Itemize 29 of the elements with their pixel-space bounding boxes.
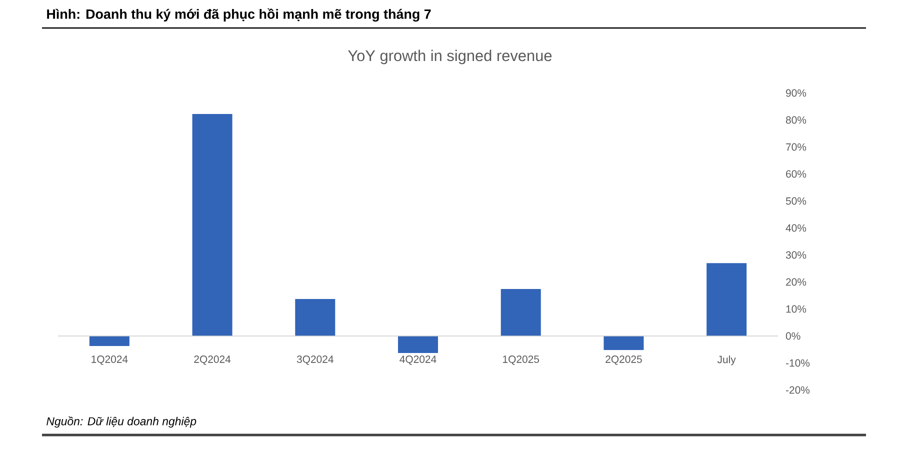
bar bbox=[192, 114, 232, 336]
y-tick-label: -10% bbox=[786, 359, 810, 367]
chart-title: Hình: Doanh thu ký mới đã phục hồi mạnh mẽ trong tháng 7 bbox=[47, 8, 431, 22]
x-tick-label: 3Q2024 bbox=[296, 356, 334, 365]
x-tick-label: 4Q2024 bbox=[400, 356, 436, 365]
y-tick-label: 50% bbox=[786, 197, 806, 205]
bar bbox=[89, 336, 130, 346]
bar bbox=[706, 263, 747, 336]
x-tick-label: 1Q2024 bbox=[92, 356, 128, 365]
y-tick-label: 0% bbox=[786, 332, 800, 340]
y-tick-label: 30% bbox=[786, 251, 806, 259]
y-tick-label: 90% bbox=[786, 89, 806, 97]
y-tick-label: 60% bbox=[786, 170, 806, 178]
x-tick-label: 1Q2025 bbox=[503, 356, 540, 365]
y-tick-label: -20% bbox=[786, 386, 810, 394]
x-tick-label: 2Q2024 bbox=[194, 356, 231, 365]
y-tick-label: 70% bbox=[786, 143, 806, 151]
y-tick-label: 10% bbox=[786, 305, 806, 313]
text: Nguồn: Dữ liệu doanh nghiệp bbox=[46, 416, 196, 428]
y-tick-label: 80% bbox=[786, 116, 806, 124]
bar bbox=[398, 336, 438, 354]
x-tick-label: July bbox=[717, 356, 736, 366]
y-tick-label: 20% bbox=[786, 278, 806, 286]
bar bbox=[295, 299, 336, 336]
y-tick-label: 40% bbox=[786, 224, 806, 232]
chart-subtitle: YoY growth in signed revenue bbox=[348, 50, 552, 64]
x-tick-label: 2Q2025 bbox=[606, 356, 642, 365]
bar bbox=[604, 336, 644, 350]
bar bbox=[500, 289, 541, 336]
